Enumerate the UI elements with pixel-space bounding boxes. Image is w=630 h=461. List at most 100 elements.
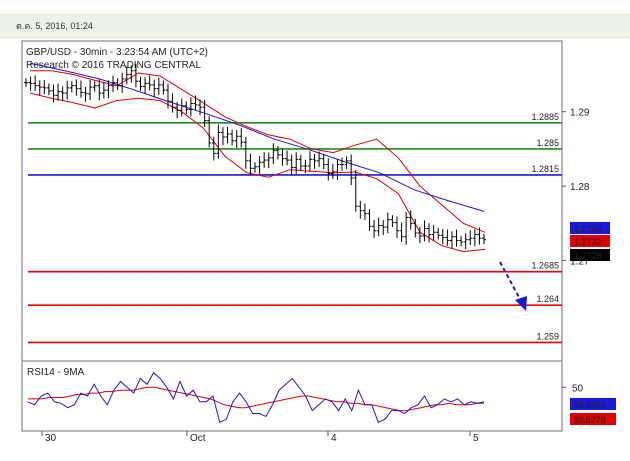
price-bar-65 (321, 154, 326, 169)
price-bar-56 (280, 148, 285, 166)
level-lines: 1.2885 1.285 1.2815 1.2685 1.264 1.259 (28, 112, 562, 344)
price-bar-37 (193, 95, 198, 111)
price-bar-63 (312, 153, 317, 169)
y-tick-label-0: 1.29 (570, 108, 590, 119)
price-bar-95 (459, 235, 464, 247)
price-bar-11 (74, 79, 79, 96)
rsi-tag-1 (570, 413, 616, 425)
price-bar-79 (385, 212, 390, 234)
price-bar-100 (482, 233, 486, 245)
price-bar-98 (472, 229, 477, 247)
rsi-lines (27, 371, 485, 424)
price-tag-label-0: 1.2766 (574, 224, 602, 234)
price-bar-12 (78, 80, 83, 98)
price-bar-81 (394, 216, 399, 238)
price-bar-86 (417, 226, 422, 244)
price-bar-33 (175, 101, 180, 119)
price-bar-14 (88, 79, 93, 101)
price-bar-16 (97, 79, 102, 101)
chart-title: GBP/USD - 30min - 3:23:54 AM (UTC+2) (26, 47, 208, 58)
price-bar-18 (106, 80, 111, 99)
price-bar-67 (330, 163, 335, 179)
price-bar-34 (179, 98, 184, 117)
price-bar-59 (294, 152, 299, 174)
price-bar-9 (65, 80, 70, 100)
price-bar-0 (24, 78, 28, 88)
price-bar-72 (353, 169, 358, 212)
price-bar-83 (404, 212, 409, 245)
y-tick-label-1: 1.28 (570, 182, 590, 193)
price-tag-2 (570, 249, 610, 261)
price-bar-64 (317, 151, 322, 168)
level-label-1: 1.285 (536, 138, 559, 148)
price-bar-3 (37, 80, 42, 96)
price-bar-53 (266, 152, 271, 169)
price-tag-label-1: 1.2732 (574, 237, 602, 247)
price-tag-1 (570, 235, 610, 247)
price-bar-2 (33, 75, 38, 92)
price-bar-61 (303, 159, 308, 174)
price-bar-17 (101, 82, 106, 99)
price-bar-49 (248, 153, 253, 175)
price-bar-73 (358, 200, 363, 219)
price-tag-label-2: 1.2728 (574, 251, 602, 261)
rsi-line (27, 371, 485, 424)
price-bar-66 (326, 158, 331, 181)
price-bar-32 (170, 93, 175, 113)
price-bar-45 (230, 129, 235, 146)
price-bar-41 (211, 136, 216, 161)
price-bar-90 (436, 227, 441, 240)
price-bar-43 (220, 127, 225, 146)
price-bar-94 (454, 229, 459, 247)
price-bar-27 (147, 75, 152, 91)
price-bar-19 (111, 75, 116, 92)
price-bar-48 (243, 136, 248, 169)
chart-subtitle: Research © 2016 TRADING CENTRAL (26, 60, 201, 71)
price-bar-35 (184, 101, 189, 114)
price-bar-52 (262, 152, 267, 168)
price-bar-62 (307, 151, 312, 172)
price-bar-30 (161, 80, 166, 95)
bands (29, 62, 486, 253)
y-tick-label-2: 1.27 (570, 257, 590, 268)
rsi-y-tick-label-0: 50 (572, 383, 584, 394)
level-label-2: 1.2815 (531, 164, 559, 174)
price-bar-88 (427, 223, 432, 243)
rsi-tag-label-1: 38.5278 (573, 415, 606, 425)
price-bar-8 (60, 86, 65, 102)
price-bar-91 (440, 228, 445, 245)
price-bar-68 (335, 159, 340, 181)
x-tick-label-1: Oct (190, 433, 206, 444)
price-bars (24, 63, 486, 250)
forecast-arrow-icon (499, 261, 527, 311)
price-bar-40 (207, 116, 212, 148)
price-bar-85 (413, 218, 418, 238)
price-tags: 1.2766 1.2732 1.2728 39.6504 38.5278 (570, 222, 616, 425)
price-bar-15 (92, 81, 97, 92)
rsi-panel-frame (21, 360, 563, 432)
price-bar-78 (381, 220, 386, 236)
price-bar-89 (431, 225, 436, 241)
level-label-5: 1.259 (536, 331, 559, 341)
price-bar-69 (340, 157, 345, 171)
price-bar-13 (83, 86, 88, 102)
price-bar-38 (198, 99, 203, 116)
price-bar-20 (115, 78, 120, 91)
price-bar-75 (367, 209, 372, 231)
level-label-4: 1.264 (536, 294, 559, 304)
price-bar-5 (46, 83, 51, 96)
price-bar-80 (390, 215, 395, 228)
price-bar-54 (271, 143, 276, 165)
price-bar-36 (188, 97, 193, 117)
price-bar-42 (216, 124, 221, 159)
price-bar-1 (28, 76, 33, 91)
price-bar-6 (51, 84, 56, 103)
header-band: ต.ค. 5, 2016, 01:24 (0, 14, 630, 38)
level-label-3: 1.2685 (531, 261, 559, 271)
price-tag-0 (570, 222, 610, 234)
rsi-title: RSI14 - 9MA (27, 367, 85, 378)
price-bar-82 (399, 222, 404, 243)
price-bar-24 (133, 63, 138, 88)
price-bar-4 (42, 79, 47, 95)
